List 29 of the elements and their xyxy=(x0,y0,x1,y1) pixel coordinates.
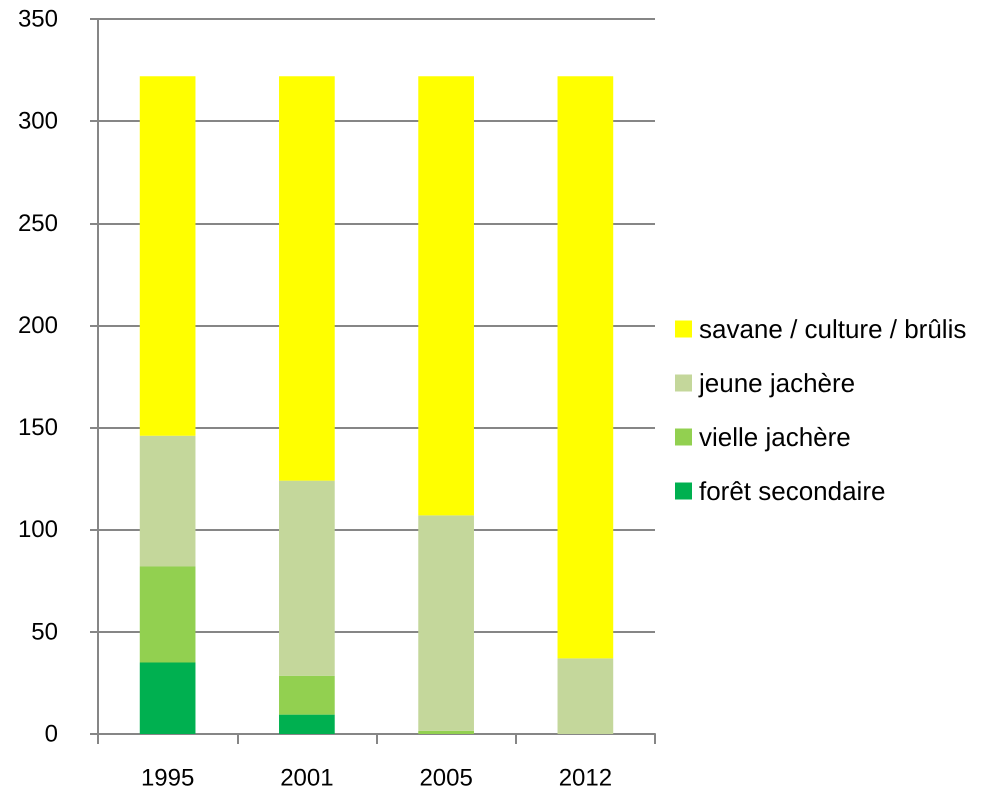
legend-label: forêt secondaire xyxy=(699,476,886,506)
legend-label: jeune jachère xyxy=(698,368,856,398)
y-tick-label: 0 xyxy=(44,720,58,748)
bar xyxy=(279,676,335,715)
bar xyxy=(140,566,196,662)
y-tick-label: 100 xyxy=(18,516,58,544)
bar xyxy=(418,515,474,731)
bar xyxy=(418,730,474,734)
y-tick-label: 150 xyxy=(18,414,58,442)
x-tick-label: 2001 xyxy=(280,764,334,792)
y-tick-label: 50 xyxy=(31,618,58,646)
y-tick-label: 350 xyxy=(18,6,58,32)
bar xyxy=(140,76,196,436)
bar xyxy=(558,76,614,658)
x-tick-label: 1995 xyxy=(140,764,194,792)
bar xyxy=(140,436,196,566)
legend-label: vielle jachère xyxy=(699,422,851,452)
bar xyxy=(279,480,335,676)
y-tick-label: 250 xyxy=(18,210,58,237)
y-tick-label: 300 xyxy=(18,108,58,135)
x-tick-label: 2012 xyxy=(558,764,612,792)
y-tick-label: 200 xyxy=(18,312,58,339)
legend-label: savane / culture / brûlis xyxy=(699,314,966,344)
bar xyxy=(418,76,474,516)
bar xyxy=(279,76,335,481)
x-tick-label: 2005 xyxy=(419,764,473,792)
bar xyxy=(279,714,335,734)
bar xyxy=(558,658,614,734)
bar xyxy=(140,662,196,734)
